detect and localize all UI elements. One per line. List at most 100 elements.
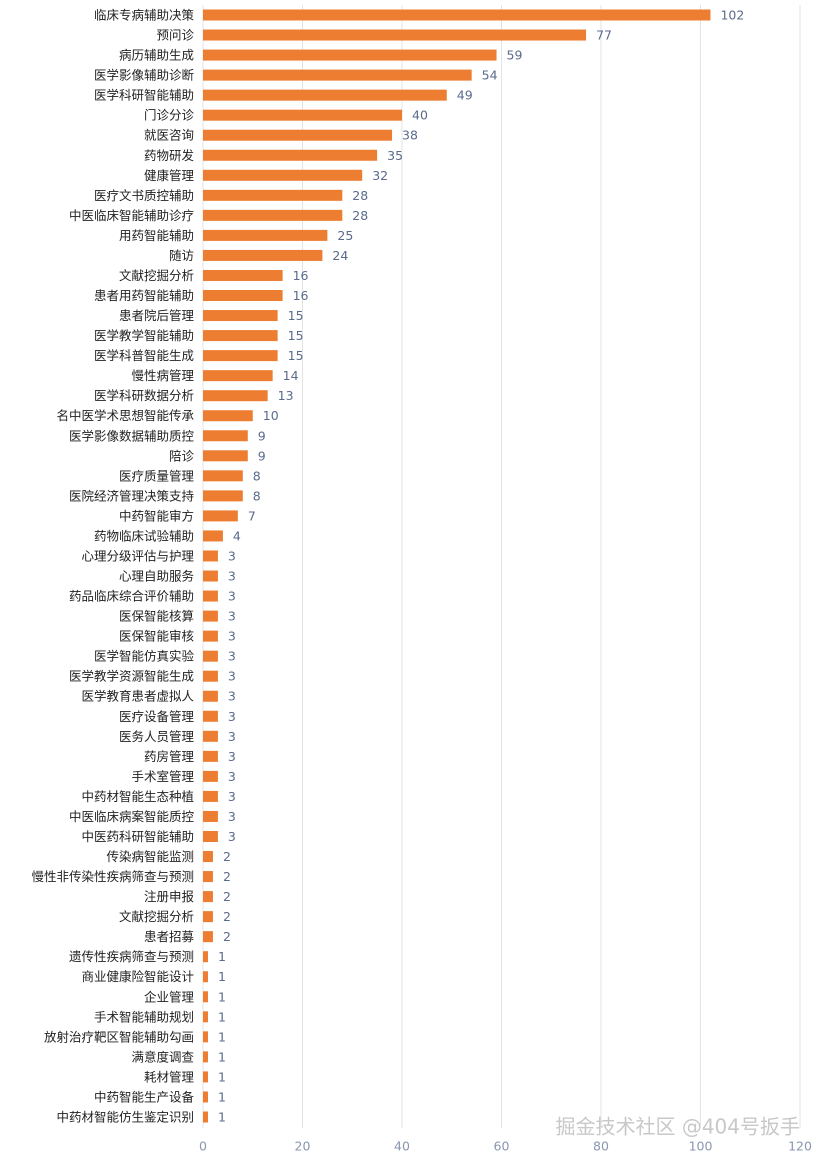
x-tick-label: 80 [593, 1139, 609, 1154]
bar [203, 410, 253, 422]
category-label: 医疗文书质控辅助 [94, 188, 194, 203]
bar [203, 1071, 208, 1083]
category-label: 医学教学资源智能生成 [69, 669, 194, 684]
x-tick-label: 20 [295, 1139, 311, 1154]
bar [203, 310, 278, 322]
category-label: 医学影像辅助诊断 [94, 68, 194, 83]
bar [203, 109, 402, 121]
category-label: 遗传性疾病筛查与预测 [69, 949, 194, 964]
category-label: 手术智能辅助规划 [94, 1009, 194, 1024]
category-label: 耗材管理 [144, 1069, 195, 1084]
value-label: 32 [372, 168, 388, 183]
value-label: 10 [263, 408, 279, 423]
category-label: 医保智能审核 [119, 629, 195, 644]
value-label: 77 [596, 28, 612, 43]
category-label: 文献挖掘分析 [119, 909, 194, 924]
category-label: 药品临床综合评价辅助 [69, 589, 194, 604]
bar [203, 229, 328, 241]
category-label: 心理自助服务 [119, 569, 194, 584]
category-label: 中药智能审方 [119, 508, 194, 523]
category-label: 随访 [169, 248, 194, 263]
value-label: 1 [218, 1069, 226, 1084]
category-label: 用药智能辅助 [119, 228, 194, 243]
bar [203, 991, 208, 1003]
category-label: 医院经济管理决策支持 [69, 488, 194, 503]
value-label: 8 [253, 488, 261, 503]
category-label: 文献挖掘分析 [119, 268, 194, 283]
value-label: 1 [218, 989, 226, 1004]
bar [203, 330, 278, 342]
bar [203, 1031, 208, 1043]
bar [203, 670, 218, 682]
bar [203, 931, 213, 943]
category-label: 中药材智能生态种植 [81, 789, 194, 804]
category-label: 门诊分诊 [144, 108, 195, 123]
bar [203, 69, 472, 81]
bar [203, 590, 218, 602]
value-label: 1 [218, 1029, 226, 1044]
category-label: 中药智能生产设备 [94, 1089, 195, 1104]
value-label: 1 [218, 949, 226, 964]
category-label: 患者招募 [144, 929, 195, 944]
category-label: 放射治疗靶区智能辅助勾画 [44, 1029, 194, 1044]
bar [203, 951, 208, 963]
bar [203, 770, 218, 782]
value-label: 2 [223, 929, 231, 944]
bar [203, 29, 587, 41]
value-label: 1 [218, 1009, 226, 1024]
value-label: 3 [228, 709, 236, 724]
bar [203, 9, 711, 21]
bar [203, 690, 218, 702]
bar [203, 710, 218, 722]
category-label: 中医药科研智能辅助 [81, 829, 194, 844]
value-label: 40 [412, 108, 428, 123]
value-label: 2 [223, 849, 231, 864]
category-label: 医学科研智能辅助 [94, 88, 194, 103]
bar [203, 830, 218, 842]
bar [203, 490, 243, 502]
value-label: 2 [223, 889, 231, 904]
value-label: 3 [228, 669, 236, 684]
bar [203, 750, 218, 762]
value-label: 1 [218, 1089, 226, 1104]
value-label: 3 [228, 589, 236, 604]
value-label: 3 [228, 548, 236, 563]
bar [203, 650, 218, 662]
value-label: 3 [228, 629, 236, 644]
bar [203, 290, 283, 302]
category-label: 医务人员管理 [119, 729, 195, 744]
value-label: 38 [402, 128, 418, 143]
category-label: 医保智能核算 [119, 609, 194, 624]
category-label: 医学智能仿真实验 [94, 649, 195, 664]
bar [203, 570, 218, 582]
value-label: 3 [228, 569, 236, 584]
category-label: 慢性病管理 [131, 368, 194, 383]
bar [203, 1091, 208, 1103]
value-label: 54 [482, 68, 498, 83]
category-label: 医学教学智能辅助 [94, 328, 194, 343]
value-label: 3 [228, 749, 236, 764]
bar [203, 89, 447, 101]
value-label: 28 [352, 208, 368, 223]
bar [203, 730, 218, 742]
value-label: 102 [720, 8, 744, 23]
category-label: 预问诊 [156, 28, 194, 43]
value-label: 3 [228, 769, 236, 784]
bar [203, 810, 218, 822]
value-label: 1 [218, 1049, 226, 1064]
value-label: 9 [258, 428, 266, 443]
category-label: 患者院后管理 [119, 308, 195, 323]
value-label: 2 [223, 869, 231, 884]
value-label: 3 [228, 649, 236, 664]
category-label: 就医咨询 [144, 128, 194, 143]
category-label: 注册申报 [144, 889, 195, 904]
category-label: 病历辅助生成 [119, 48, 194, 63]
bar [203, 189, 343, 201]
value-label: 59 [507, 48, 523, 63]
bar [203, 390, 268, 402]
category-label: 医学科研数据分析 [94, 388, 194, 403]
bar [203, 891, 213, 903]
category-label: 中医临床病案智能质控 [69, 809, 195, 824]
bar [203, 1011, 208, 1023]
